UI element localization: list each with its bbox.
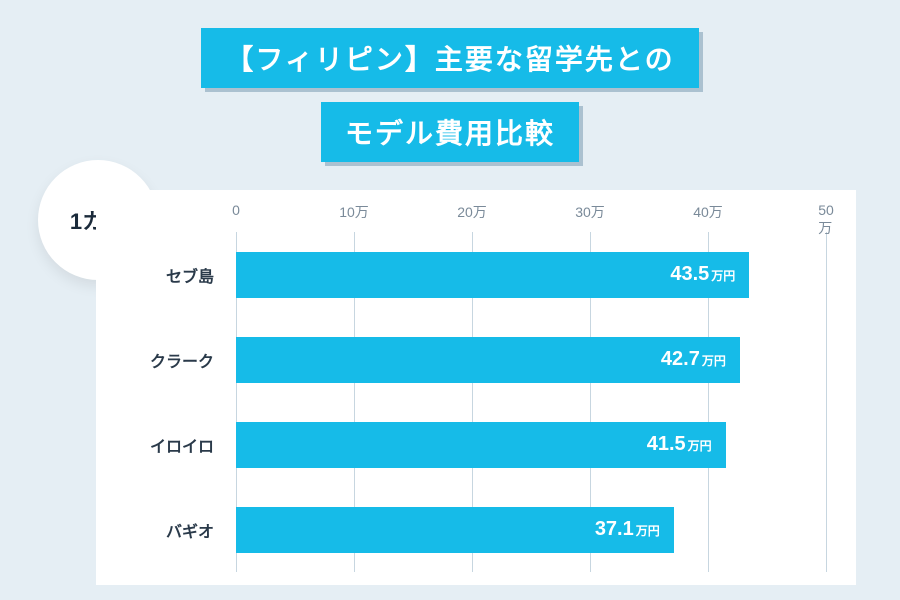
category-label: イロイロ bbox=[96, 433, 226, 457]
x-tick-label: 0 bbox=[232, 202, 240, 218]
chart-title: 【フィリピン】主要な留学先との モデル費用比較 bbox=[0, 0, 900, 166]
category-label: セブ島 bbox=[96, 263, 226, 287]
bar-value-number: 42.7 bbox=[661, 348, 700, 371]
bar: 43.5万円 bbox=[236, 252, 749, 298]
bar-value-number: 43.5 bbox=[670, 263, 709, 286]
bar-value-unit: 万円 bbox=[702, 352, 726, 369]
bar-value-label: 42.7万円 bbox=[661, 348, 726, 371]
bar-value-unit: 万円 bbox=[711, 267, 735, 284]
grid-line bbox=[826, 232, 827, 572]
bar: 41.5万円 bbox=[236, 422, 726, 468]
bar: 42.7万円 bbox=[236, 337, 740, 383]
bar-value-label: 37.1万円 bbox=[595, 518, 660, 541]
x-tick-label: 20万 bbox=[457, 202, 487, 222]
bar-value-number: 41.5 bbox=[647, 433, 686, 456]
category-label: クラーク bbox=[96, 348, 226, 372]
chart-plot: 010万20万30万40万50万43.5万円42.7万円41.5万円37.1万円 bbox=[236, 232, 826, 572]
bar-value-unit: 万円 bbox=[688, 437, 712, 454]
bar-value-unit: 万円 bbox=[636, 522, 660, 539]
bar: 37.1万円 bbox=[236, 507, 674, 553]
bar-value-label: 41.5万円 bbox=[647, 433, 712, 456]
title-line-2: モデル費用比較 bbox=[321, 102, 579, 162]
x-tick-label: 40万 bbox=[693, 202, 723, 222]
x-tick-label: 50万 bbox=[818, 202, 834, 238]
title-line-1: 【フィリピン】主要な留学先との bbox=[201, 28, 698, 88]
x-tick-label: 10万 bbox=[339, 202, 369, 222]
chart-panel: 010万20万30万40万50万43.5万円42.7万円41.5万円37.1万円… bbox=[96, 190, 856, 585]
x-tick-label: 30万 bbox=[575, 202, 605, 222]
bar-value-number: 37.1 bbox=[595, 518, 634, 541]
category-label: バギオ bbox=[96, 518, 226, 542]
bar-value-label: 43.5万円 bbox=[670, 263, 735, 286]
